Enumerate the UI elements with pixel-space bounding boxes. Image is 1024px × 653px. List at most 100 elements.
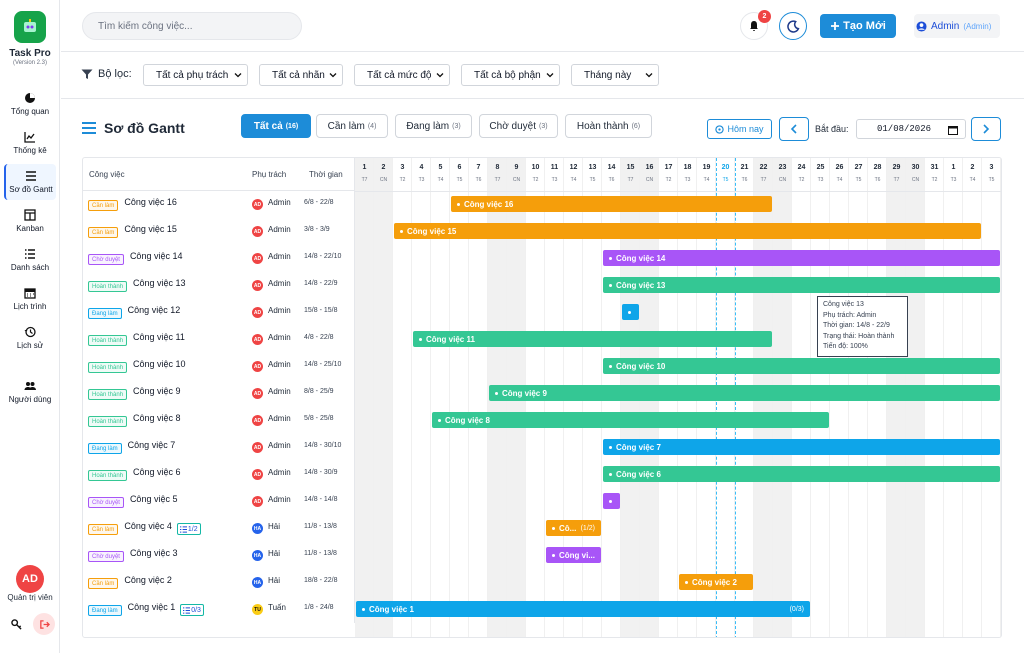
day-number: 5 <box>438 164 443 171</box>
next-button[interactable] <box>971 117 1001 141</box>
sidebar-item-1[interactable]: Thống kê <box>4 125 56 161</box>
task-row[interactable]: Chờ duyệt Công việc 5 AD Admin 14/8 - 14/8 <box>83 488 355 515</box>
sidebar-item-7[interactable]: Người dùng <box>4 374 56 410</box>
history-icon <box>24 326 36 338</box>
gantt-bar[interactable]: Công vi... <box>546 547 601 563</box>
search-input[interactable] <box>82 12 302 40</box>
filter-select-4[interactable]: Tháng này <box>571 64 659 86</box>
task-name[interactable]: Công việc 14 <box>129 251 183 261</box>
day-weekday: T4 <box>969 177 976 183</box>
task-row[interactable]: Chờ duyệt Công việc 14 AD Admin 14/8 - 22/10 <box>83 245 355 272</box>
gantt-bar[interactable]: Công việc 16 <box>451 196 772 212</box>
task-row[interactable]: Cần làm Công việc 16 AD Admin 6/8 - 22/8 <box>83 191 355 218</box>
col-task: Công việc <box>89 170 125 179</box>
task-row[interactable]: Hoàn thành Công việc 6 AD Admin 14/8 - 30/9 <box>83 461 355 488</box>
gantt-bar[interactable]: Công việc 8 <box>432 412 829 428</box>
task-name[interactable]: Công việc 11 <box>133 332 185 342</box>
task-row[interactable]: Đang làm Công việc 7 AD Admin 14/8 - 30/10 <box>83 434 355 461</box>
tab-0[interactable]: Tất cả (16) <box>241 114 311 138</box>
task-row[interactable]: Đang làm Công việc 12 AD Admin 15/8 - 15/8 <box>83 299 355 326</box>
gantt-bar[interactable]: Công việc 10 <box>603 358 1000 374</box>
day-number: 9 <box>514 164 519 171</box>
task-name[interactable]: Công việc 2 <box>124 575 172 585</box>
day-number: 7 <box>476 164 481 171</box>
sidebar-item-5[interactable]: Lịch trình <box>4 281 56 317</box>
prev-button[interactable] <box>779 117 809 141</box>
task-row[interactable]: Cần làm Công việc 4 1/2 HA Hải 11/8 - 13/8 <box>83 515 355 542</box>
filter-select-0[interactable]: Tất cả phụ trách <box>143 64 248 86</box>
task-name[interactable]: Công việc 4 <box>124 521 172 531</box>
day-number: 12 <box>569 164 578 171</box>
app-name: Task Pro <box>9 48 51 59</box>
status-badge: Đang làm <box>88 605 122 616</box>
task-name[interactable]: Công việc 3 <box>129 548 178 558</box>
gantt-bar[interactable]: Công việc 13 <box>603 277 1000 293</box>
gantt-bar[interactable]: Công việc 7 <box>603 439 1000 455</box>
sidebar-item-3[interactable]: Kanban <box>4 203 56 239</box>
gantt-bar[interactable]: Công việc 15 <box>394 223 981 239</box>
tab-3[interactable]: Chờ duyệt (3) <box>479 114 558 138</box>
tab-2[interactable]: Đang làm (3) <box>395 114 472 138</box>
gantt-bar-label: Công vi... <box>559 550 595 560</box>
task-name[interactable]: Công việc 8 <box>133 413 181 423</box>
gantt-bar[interactable] <box>603 493 620 509</box>
task-name[interactable]: Công việc 6 <box>133 467 181 477</box>
tooltip-line: Công việc 13 <box>823 301 864 308</box>
gantt-bar[interactable]: Cô... (1/2) <box>546 520 601 536</box>
task-row[interactable]: Hoàn thành Công việc 8 AD Admin 5/8 - 25/8 <box>83 407 355 434</box>
day-number: 31 <box>930 164 939 171</box>
filter-select-3[interactable]: Tất cả bộ phận <box>461 64 560 86</box>
user-avatar[interactable]: AD <box>16 565 44 593</box>
app-logo[interactable] <box>14 11 46 43</box>
filter-select-2[interactable]: Tất cả mức độ <box>354 64 450 86</box>
gantt-bar[interactable]: Công việc 6 <box>603 466 1000 482</box>
task-row[interactable]: Cần làm Công việc 2 HA Hải 18/8 - 22/8 <box>83 569 355 596</box>
gantt-bar[interactable]: Công việc 14 <box>603 250 1000 266</box>
task-row[interactable]: Cần làm Công việc 15 AD Admin 3/8 - 3/9 <box>83 218 355 245</box>
task-name[interactable]: Công việc 7 <box>127 440 176 450</box>
sidebar-item-label: Sơ đồ Gantt <box>9 185 53 194</box>
status-badge: Cần làm <box>88 200 119 211</box>
start-date-input[interactable]: 01/08/2026 <box>856 119 966 139</box>
task-name[interactable]: Công việc 9 <box>133 386 181 396</box>
task-row[interactable]: Hoàn thành Công việc 11 AD Admin 4/8 - 22/8 <box>83 326 355 353</box>
task-name[interactable]: Công việc 5 <box>129 494 178 504</box>
task-name[interactable]: Công việc 16 <box>124 197 177 207</box>
user-circle-icon <box>916 20 927 32</box>
theme-toggle-button[interactable] <box>779 12 807 40</box>
tab-label: Hoàn thành <box>576 120 629 132</box>
task-name[interactable]: Công việc 1 <box>127 602 176 612</box>
task-row[interactable]: Hoàn thành Công việc 13 AD Admin 14/8 - 22/9 <box>83 272 355 299</box>
task-row[interactable]: Chờ duyệt Công việc 3 HA Hải 11/8 - 13/8 <box>83 542 355 569</box>
gantt-bar[interactable]: Công việc 9 <box>489 385 1000 401</box>
tab-4[interactable]: Hoàn thành (6) <box>565 114 652 138</box>
day-number: 8 <box>495 164 500 171</box>
user-menu[interactable]: Admin (Admin) <box>914 14 1000 38</box>
owner-name: Admin <box>268 441 291 450</box>
task-row[interactable]: Đang làm Công việc 1 0/3 TU Tuấn 1/8 - 24/8 <box>83 596 355 623</box>
task-row[interactable]: Hoàn thành Công việc 10 AD Admin 14/8 - 25/1… <box>83 353 355 380</box>
gantt-bar[interactable]: Công việc 11 <box>413 331 772 347</box>
owner-avatar: HA <box>252 550 263 561</box>
logout-button[interactable] <box>33 613 55 635</box>
sidebar-item-6[interactable]: Lịch sử <box>4 320 56 356</box>
task-name[interactable]: Công việc 12 <box>127 305 181 315</box>
gantt-bar[interactable]: Công việc 2 <box>679 574 753 590</box>
filter-select-1[interactable]: Tất cả nhãn <box>259 64 343 86</box>
key-button[interactable] <box>6 614 26 634</box>
task-dates: 6/8 - 22/8 <box>304 199 334 206</box>
sidebar-item-4[interactable]: Danh sách <box>4 242 56 278</box>
task-name[interactable]: Công việc 15 <box>124 224 177 234</box>
notification-button[interactable]: 2 <box>740 10 771 40</box>
task-name[interactable]: Công việc 13 <box>133 278 186 288</box>
gantt-bar[interactable] <box>622 304 639 320</box>
gantt-bar[interactable]: Công việc 1 (0/3) <box>356 601 810 617</box>
sidebar-item-0[interactable]: Tổng quan <box>4 86 56 122</box>
create-new-button[interactable]: Tạo Mới <box>820 14 896 38</box>
task-name[interactable]: Công việc 10 <box>133 359 186 369</box>
sidebar-item-2[interactable]: Sơ đồ Gantt <box>4 164 56 200</box>
tab-1[interactable]: Cần làm (4) <box>316 114 388 138</box>
today-button[interactable]: Hôm nay <box>707 119 772 139</box>
task-row[interactable]: Hoàn thành Công việc 9 AD Admin 8/8 - 25/9 <box>83 380 355 407</box>
owner-name: Hải <box>268 576 281 585</box>
